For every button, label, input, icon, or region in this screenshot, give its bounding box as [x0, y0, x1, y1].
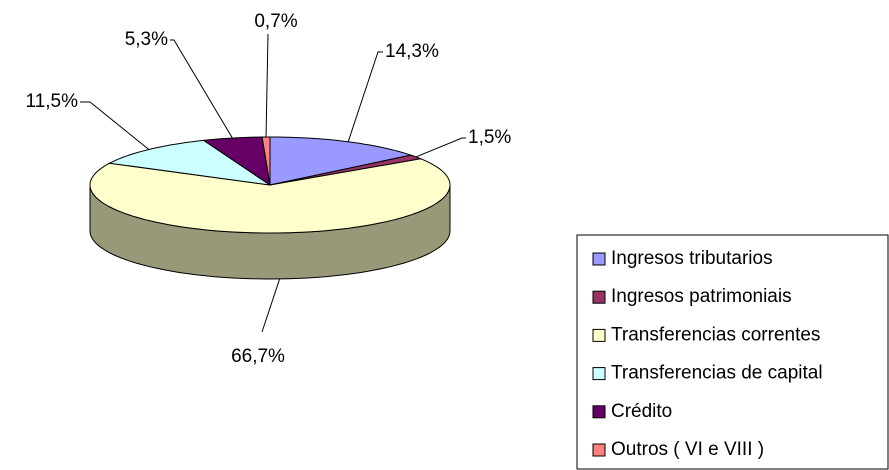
- leader-line: [261, 278, 281, 333]
- legend-box: [576, 234, 889, 470]
- legend-label: Transferencias correntes: [611, 324, 820, 345]
- leader-line: [80, 101, 150, 150]
- pie-slice: [202, 136, 271, 187]
- data-label: 11,5%: [26, 91, 79, 112]
- legend-swatch: [592, 290, 606, 304]
- data-label: 5,3%: [125, 29, 168, 50]
- data-label: 1,5%: [468, 127, 511, 148]
- legend-label: Transferencias de capital: [611, 363, 823, 384]
- data-label: 14,3%: [385, 41, 439, 62]
- leader-line: [170, 39, 233, 139]
- leader-line: [347, 51, 383, 142]
- legend-label: Ingresos tributarios: [611, 248, 773, 269]
- legend-label: Crédito: [611, 401, 672, 422]
- legend-swatch: [592, 405, 606, 419]
- legend-swatch: [592, 328, 606, 342]
- legend-swatch: [592, 443, 606, 457]
- pie-slice: [269, 136, 413, 186]
- pie-slice: [89, 158, 451, 234]
- legend-swatch: [592, 252, 606, 266]
- pie-slice: [107, 139, 271, 186]
- leader-line: [265, 33, 269, 138]
- legend-label: Ingresos patrimoniais: [611, 286, 792, 307]
- data-label: 66,7%: [231, 346, 285, 367]
- legend-label: Outros ( VI e VIII ): [611, 439, 764, 460]
- legend-swatch: [592, 367, 606, 381]
- leader-line: [415, 137, 466, 158]
- data-label: 0,7%: [254, 11, 297, 32]
